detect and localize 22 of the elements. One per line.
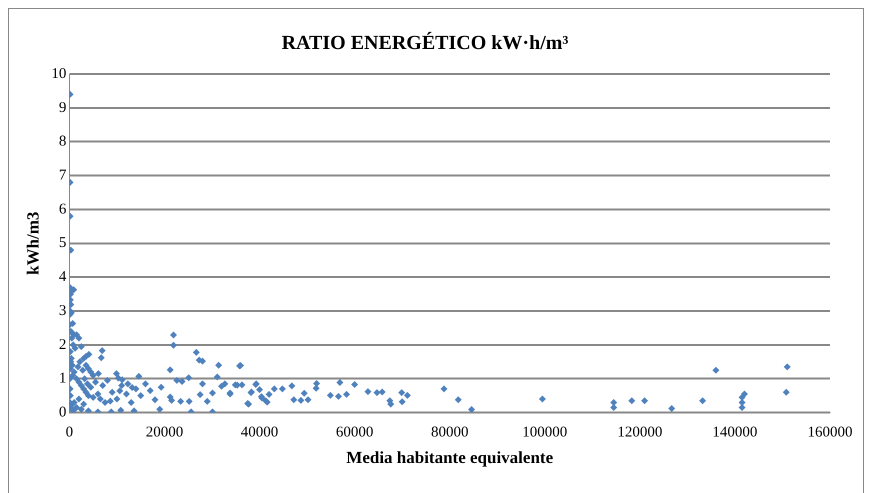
x-tick-label: 140000 — [712, 424, 758, 441]
x-tick-label: 40000 — [240, 424, 278, 441]
x-axis-title: Media habitante equivalente — [346, 448, 554, 468]
y-tick-label: 3 — [58, 302, 66, 319]
y-tick-label: 0 — [58, 404, 66, 421]
x-tick-label: 20000 — [146, 424, 184, 441]
y-tick-label: 2 — [58, 336, 66, 353]
y-axis-title: kWh/m3 — [24, 212, 43, 275]
x-tick-label: 120000 — [617, 424, 662, 441]
y-tick-label: 6 — [58, 201, 67, 218]
x-tick-label: 100000 — [522, 424, 568, 441]
chart-title: RATIO ENERGÉTICO kW·h/m³ — [282, 31, 568, 54]
x-tick-label: 60000 — [336, 424, 374, 441]
y-tick-label: 4 — [58, 269, 67, 286]
y-tick-label: 8 — [58, 134, 66, 150]
y-tick-label: 10 — [51, 66, 66, 82]
y-tick-label: 5 — [58, 235, 66, 252]
y-tick-label: 9 — [58, 100, 66, 116]
y-tick-label: 1 — [58, 370, 66, 387]
y-tick-label: 7 — [58, 168, 67, 184]
x-tick-label: 80000 — [430, 424, 468, 441]
x-tick-label: 160000 — [808, 424, 852, 441]
